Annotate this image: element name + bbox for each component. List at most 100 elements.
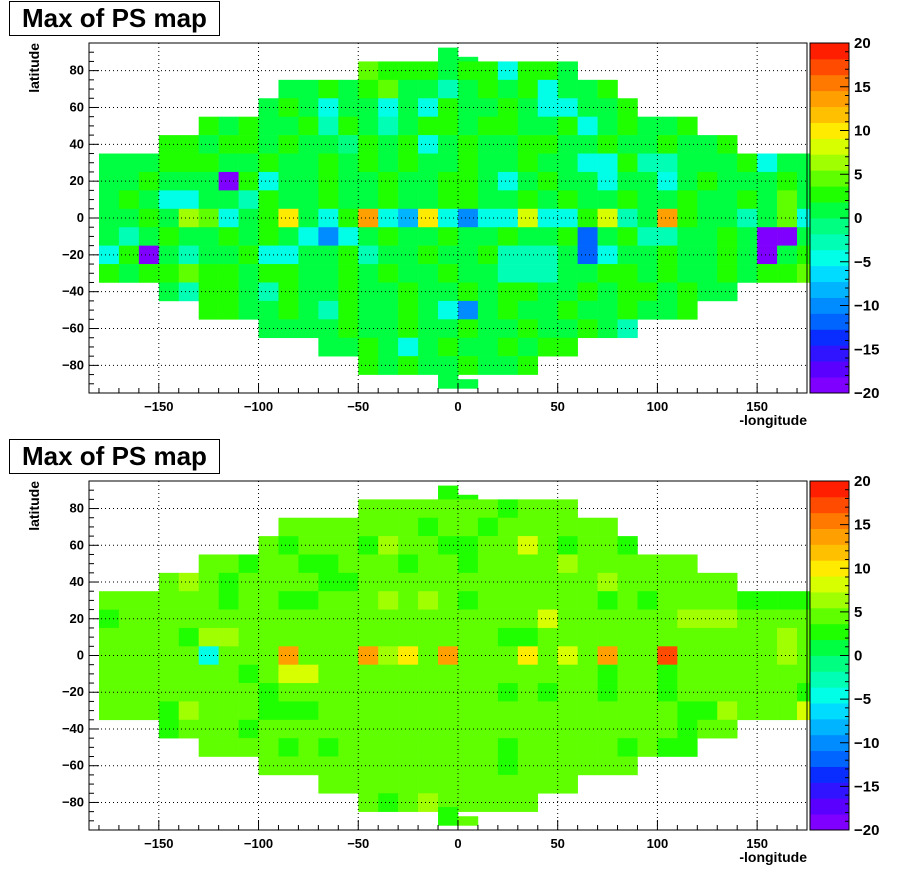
heatmap-cell (677, 609, 698, 629)
heatmap-cell (338, 683, 359, 702)
heatmap-cell (577, 701, 598, 721)
heatmap-cell (537, 264, 558, 283)
heatmap-cell (338, 79, 359, 99)
heatmap-cell (198, 554, 219, 574)
heatmap-cell (358, 171, 379, 191)
heatmap-cell (318, 171, 339, 191)
heatmap-cell (697, 190, 718, 210)
heatmap-cell (517, 319, 539, 339)
heatmap-cell (138, 701, 160, 721)
heatmap-cell (298, 208, 319, 228)
heatmap-cell (577, 264, 598, 283)
heatmap-cell (597, 756, 618, 776)
heatmap-cell (617, 609, 638, 629)
heatmap-cell (138, 171, 160, 191)
heatmap-cell (158, 227, 180, 246)
heatmap-cell (477, 98, 499, 117)
heatmap-cell (238, 300, 259, 320)
heatmap-cell (238, 646, 259, 665)
heatmap-cell (158, 264, 180, 283)
colorbar-label: 0 (854, 648, 862, 665)
heatmap-cell (557, 591, 578, 610)
heatmap-cell (398, 79, 419, 99)
heatmap-cell (677, 190, 698, 210)
heatmap-cell (378, 356, 399, 375)
heatmap-cell (677, 627, 698, 647)
heatmap-cell (438, 153, 459, 173)
heatmap-cell (617, 245, 638, 265)
heatmap-cell (657, 683, 678, 702)
heatmap-cell (657, 738, 678, 757)
heatmap-cell (677, 282, 698, 302)
heatmap-cell (198, 190, 219, 210)
heatmap-cell (178, 701, 199, 721)
heatmap-cell (438, 135, 459, 154)
heatmap-cell (118, 153, 140, 173)
heatmap-cell (557, 701, 578, 721)
heatmap-cell (497, 554, 519, 574)
heatmap-cell (577, 756, 598, 776)
heatmap-cell (318, 245, 339, 265)
heatmap-cell (637, 738, 658, 757)
heatmap-cell (418, 190, 439, 210)
heatmap-cell (497, 356, 519, 375)
heatmap-cell (378, 756, 399, 776)
heatmap-cell (358, 245, 379, 265)
heatmap-cell (617, 208, 638, 228)
heatmap-cell (517, 499, 539, 519)
heatmap-cell (637, 116, 658, 136)
heatmap-cell (218, 554, 239, 574)
colorbar-segment (810, 233, 849, 251)
heatmap-cell (477, 609, 499, 629)
heatmap-cell (438, 572, 459, 592)
colorbar-segment (810, 377, 849, 394)
heatmap-cell (657, 245, 678, 265)
heatmap-cell (677, 591, 698, 610)
y-axis-label: latitude (26, 481, 42, 531)
heatmap-cell (338, 719, 359, 739)
heatmap-cell (557, 738, 578, 757)
heatmap-cell (418, 356, 439, 375)
heatmap-cell (557, 756, 578, 776)
heatmap-cell (158, 208, 180, 228)
heatmap-cell (617, 591, 638, 610)
x-tick-label: −150 (144, 399, 173, 414)
heatmap-cell (178, 719, 199, 739)
heatmap-cell (418, 499, 439, 519)
heatmap-cell (338, 738, 359, 757)
heatmap-cell (158, 591, 180, 610)
heatmap-cell (697, 572, 718, 592)
heatmap-cell (118, 591, 140, 610)
heatmap-cell (438, 47, 459, 58)
heatmap-cell (477, 190, 499, 210)
heatmap-cell (98, 264, 120, 283)
colorbar-label: 0 (854, 210, 862, 227)
heatmap-cell (258, 554, 279, 574)
heatmap-cell (238, 719, 259, 739)
heatmap-cell (777, 701, 798, 721)
heatmap-cell (298, 517, 319, 537)
colorbar-segment (810, 496, 849, 514)
heatmap-cell (138, 627, 160, 647)
heatmap-cell (457, 356, 479, 375)
y-tick-label: −60 (62, 321, 84, 336)
heatmap-cell (378, 627, 399, 647)
heatmap-cell (198, 264, 219, 283)
heatmap-cell (457, 816, 479, 826)
heatmap-cell (657, 264, 678, 283)
heatmap-cell (418, 79, 439, 99)
heatmap-cell (597, 153, 618, 173)
colorbar-segment (810, 218, 849, 235)
heatmap-cell (677, 227, 698, 246)
heatmap-cell (198, 282, 219, 302)
heatmap-cell (318, 79, 339, 99)
heatmap-cell (438, 554, 459, 574)
heatmap-cell (278, 208, 299, 228)
y-tick-label: −40 (62, 284, 84, 299)
heatmap-cell (517, 554, 539, 574)
heatmap-cell (398, 774, 419, 794)
heatmap-cell (318, 208, 339, 228)
colorbar-segment (810, 481, 849, 498)
heatmap-cell (677, 738, 698, 757)
heatmap-cell (477, 701, 499, 721)
